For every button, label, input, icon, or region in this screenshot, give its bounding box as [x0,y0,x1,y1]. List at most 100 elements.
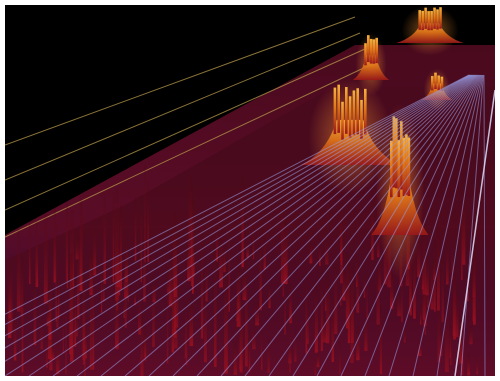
back-peak-spike [424,7,427,29]
back-rail-line [5,32,361,181]
spike [420,304,422,325]
spike [366,268,368,320]
mid-peak-spike [372,39,376,64]
spike [309,242,313,264]
spike [280,200,285,284]
front-peak-spike [397,140,401,198]
spike [322,315,327,343]
spike [413,246,416,319]
spike [10,253,13,333]
spike [449,322,451,358]
spike [185,292,188,366]
spike [79,199,83,292]
spike [363,273,366,298]
spike [305,270,308,354]
grid-line [268,74,480,376]
spike [246,241,249,258]
grid-line [364,74,482,376]
spike [147,181,149,263]
center-peak-spike [356,88,359,135]
spike [319,243,321,266]
front-peak-spike [407,137,411,197]
spike [53,208,56,283]
grid-line [28,74,473,376]
spike [33,275,37,346]
grid-line [196,74,478,376]
back-peak-spike [421,10,424,31]
spectrogram-3d-plot [5,5,495,376]
center-peak-spike [341,101,344,140]
front-peak-spike [402,137,406,197]
front-peak-spike [392,116,396,188]
front-peak-spike [405,134,408,195]
back-rail-line [5,48,366,211]
spike [379,305,383,375]
spike [184,303,187,359]
spike [326,271,330,344]
small-peak-spike [434,72,437,90]
spike [58,258,60,319]
back-peak-spike [439,7,442,29]
spike [203,283,207,363]
center-peak-spike [333,87,337,135]
grid-line [5,74,472,362]
spike [46,309,50,326]
back-peak-spike [418,10,421,30]
visualization-frame [5,5,495,376]
spike [441,246,444,323]
spike [65,272,67,375]
spike [461,200,463,281]
spike [342,268,346,301]
spike [76,309,79,337]
spike [397,291,401,316]
spike [325,236,329,265]
front-peak-spike [400,121,403,190]
center-peak-spike [352,90,356,136]
front-peak-spike [395,118,398,189]
spike [65,201,68,281]
mid-peak-spike [367,35,370,63]
spike [187,235,191,281]
spike [345,252,350,329]
spike [188,176,193,268]
spike [267,335,270,374]
grid-line [5,74,472,349]
spike [417,235,421,278]
mid-peak-spike [364,43,367,66]
grid-line [316,74,481,376]
spike [140,311,144,376]
spike [92,257,95,370]
spike [103,195,107,284]
spike [189,296,194,347]
spike [143,226,146,302]
back-peak-spike [427,11,430,31]
spike [284,275,286,335]
spike [436,226,440,311]
spike [259,232,262,311]
spike [40,317,43,350]
spike [260,322,263,370]
spike [462,189,466,265]
perspective-grid [5,74,486,376]
spike [320,267,323,352]
spike [144,163,146,262]
spike [152,274,155,347]
spike [192,241,195,277]
spike [284,219,288,285]
spike [339,342,341,375]
spike [467,353,471,376]
spike [263,237,266,270]
spike [140,194,142,283]
grid-line [5,74,470,315]
spike [439,327,443,356]
grid-line [483,74,486,376]
center-peak-spike [337,84,340,133]
grid-line [5,74,473,376]
grid-line [460,74,484,376]
grid-line [340,74,481,376]
spike [307,303,309,344]
spike [45,332,48,368]
spike [228,222,230,312]
spike [469,325,473,345]
spike [376,260,380,325]
